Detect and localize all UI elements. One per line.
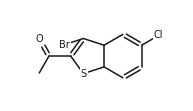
- Text: Br: Br: [59, 40, 70, 50]
- Text: O: O: [35, 34, 43, 44]
- Text: S: S: [80, 69, 86, 79]
- Text: Cl: Cl: [154, 30, 163, 40]
